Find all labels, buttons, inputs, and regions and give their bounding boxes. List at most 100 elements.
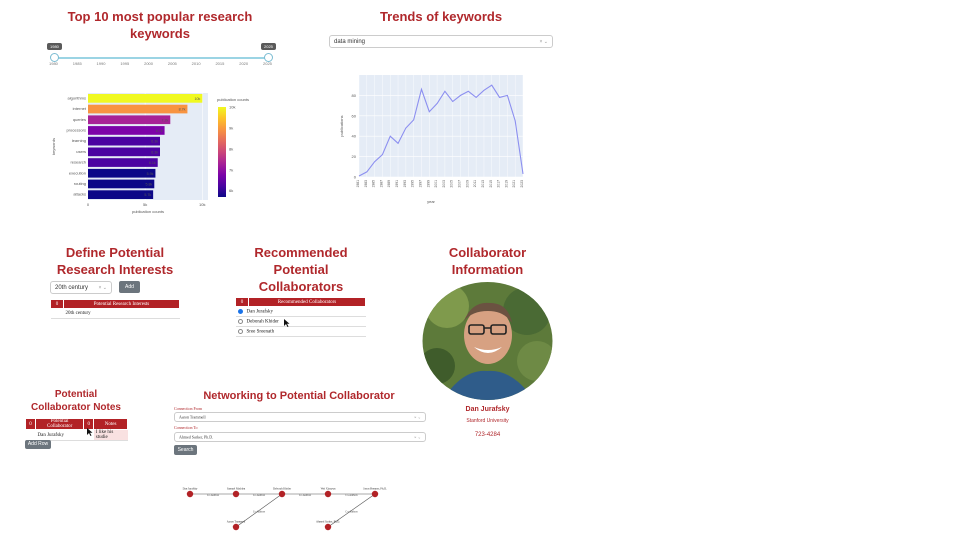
table-row[interactable]: Sree Sreenath <box>235 326 366 337</box>
publications-series-line[interactable] <box>358 84 524 177</box>
search-button[interactable]: Search <box>174 445 197 455</box>
y-tick-label: internet <box>73 106 87 111</box>
table-row[interactable]: 20th century <box>50 308 180 319</box>
table-row[interactable]: Deborah Khider <box>235 316 366 327</box>
bar[interactable] <box>88 126 165 135</box>
graph-node-label: Ahmed Sarker, Ph.D. <box>316 521 340 524</box>
graph-edge-label: Co-Authors <box>299 494 311 497</box>
bar[interactable] <box>88 190 154 199</box>
trends-dropdown-value: data mining <box>334 38 366 45</box>
connection-to-dropdown[interactable]: Ahmed Sarker, Ph.D. × ⌄ <box>174 432 426 442</box>
slider-tick-label: 1995 <box>120 61 130 66</box>
table-row[interactable]: Dan Jurafsky I like his studie <box>25 429 128 441</box>
bar[interactable] <box>88 94 203 103</box>
bar[interactable] <box>88 168 156 178</box>
x-tick-label: 2005 <box>450 180 454 188</box>
x-tick-label: 2013 <box>481 180 485 188</box>
slider-tick-label: 2010 <box>191 61 201 66</box>
chevron-down-icon[interactable]: ⌄ <box>417 434 421 440</box>
x-tick-label: 10k <box>199 202 205 207</box>
y-tick-label: routing <box>74 181 86 186</box>
keywords-bar-chart: algorithms 10k internet 8.7k queries 7.2k proc… <box>51 93 249 214</box>
add-row-button[interactable]: Add Row <box>25 440 51 449</box>
slider-handle-max[interactable] <box>264 53 273 62</box>
recommended-col-header: Recommended Collaborators <box>248 297 366 307</box>
colorbar <box>218 107 226 197</box>
add-interest-button[interactable]: Add <box>119 281 140 293</box>
bar-data-label: 5.7k <box>144 193 151 197</box>
graph-node[interactable] <box>324 523 332 531</box>
x-tick-label: 2021 <box>512 180 516 188</box>
bar[interactable] <box>88 147 160 157</box>
clear-icon[interactable]: × <box>98 284 102 291</box>
graph-node-label: Wei Xiaoyun <box>321 488 336 491</box>
interest-cell[interactable]: 20th century <box>63 308 180 319</box>
y-tick-label: learning <box>72 138 86 143</box>
line-plot-area <box>359 75 523 177</box>
slider-tick-label: 1980 <box>49 61 58 66</box>
collaborator-radio[interactable] <box>237 328 243 334</box>
graph-node[interactable] <box>278 490 286 498</box>
y-tick-label: processors <box>66 127 86 132</box>
graph-node[interactable] <box>371 490 379 498</box>
bar[interactable] <box>88 136 160 146</box>
x-tick-label: 2023 <box>520 180 524 188</box>
clear-icon[interactable]: × <box>539 38 543 45</box>
x-tick-label: 2001 <box>434 180 438 188</box>
connection-to-label: Connection To <box>174 425 198 430</box>
connection-from-dropdown[interactable]: Aaron Trammell × ⌄ <box>174 412 426 422</box>
chevron-down-icon[interactable]: ⌄ <box>417 414 421 420</box>
graph-node[interactable] <box>324 490 332 498</box>
notes-name-cell[interactable]: Dan Jurafsky <box>35 429 84 441</box>
graph-node-label: Dan Jurafsky <box>183 488 198 491</box>
trends-keyword-dropdown[interactable]: data mining × ⌄ <box>329 35 553 48</box>
bar[interactable] <box>88 179 155 189</box>
colorbar-tick-label: 8k <box>229 146 233 151</box>
x-tick-label: 2017 <box>497 180 501 188</box>
connection-from-value: Aaron Trammell <box>179 414 206 420</box>
y-tick-label: execution <box>69 170 86 175</box>
y-tick-label: 80 <box>352 93 357 98</box>
chevron-down-icon[interactable]: ⌄ <box>102 284 107 291</box>
notes-note-cell[interactable]: I like his studie <box>93 429 128 441</box>
x-tick-label: 5k <box>143 202 147 207</box>
x-tick-label: 2003 <box>442 180 446 188</box>
notes-col-notes: Notes <box>93 418 128 430</box>
graph-node[interactable] <box>232 490 240 498</box>
network-graph: Co-Authors Co-Authors Co-Authors Co-Authors… <box>183 488 387 531</box>
collaborator-name-label: Dan Jurafsky <box>465 406 510 413</box>
bar-data-label: 7.2k <box>161 118 168 122</box>
interest-dropdown[interactable]: 20th century × ⌄ <box>50 281 112 294</box>
mouse-cursor-icon <box>284 319 290 327</box>
table-row[interactable]: Dan Jurafsky <box>235 306 366 317</box>
networking-title: Networking to Potential Collaborator <box>203 390 395 402</box>
slider-min-tooltip: 1980 <box>47 43 62 50</box>
bar-data-label: 5.9k <box>147 172 154 176</box>
slider-tick-label: 1985 <box>72 61 82 66</box>
graph-node[interactable] <box>186 490 194 498</box>
collaborator-radio[interactable] <box>237 318 243 324</box>
clear-icon[interactable]: × <box>414 434 417 440</box>
bar[interactable] <box>88 104 188 114</box>
bar[interactable] <box>88 158 158 167</box>
y-tick-label: queries <box>73 117 86 122</box>
slider-handle-min[interactable] <box>50 53 59 62</box>
x-tick-label: 1999 <box>426 180 430 188</box>
connection-from-label: Connection From <box>174 406 203 411</box>
bar[interactable] <box>88 115 171 125</box>
chevron-down-icon[interactable]: ⌄ <box>543 38 548 45</box>
collaborator-radio-selected[interactable] <box>237 308 243 314</box>
y-tick-label: 60 <box>352 113 357 118</box>
slider-track[interactable] <box>54 57 268 59</box>
y-tick-label: 40 <box>352 134 357 139</box>
graph-node[interactable] <box>232 523 240 531</box>
clear-icon[interactable]: × <box>414 414 417 420</box>
notes-table: 0 Potential Collaborator 0 Notes Dan Jur… <box>25 418 128 441</box>
graph-node-label: Aaron Trammell <box>227 521 246 524</box>
x-tick-label: 1989 <box>387 180 391 188</box>
colorbar-tick-label: 10k <box>229 105 235 110</box>
colorbar-tick-label: 6k <box>229 188 233 193</box>
y-axis-label: keywords <box>51 138 56 155</box>
collaborator-info-title: Collaborator Information <box>448 245 527 277</box>
y-tick-label: 20 <box>352 154 357 159</box>
